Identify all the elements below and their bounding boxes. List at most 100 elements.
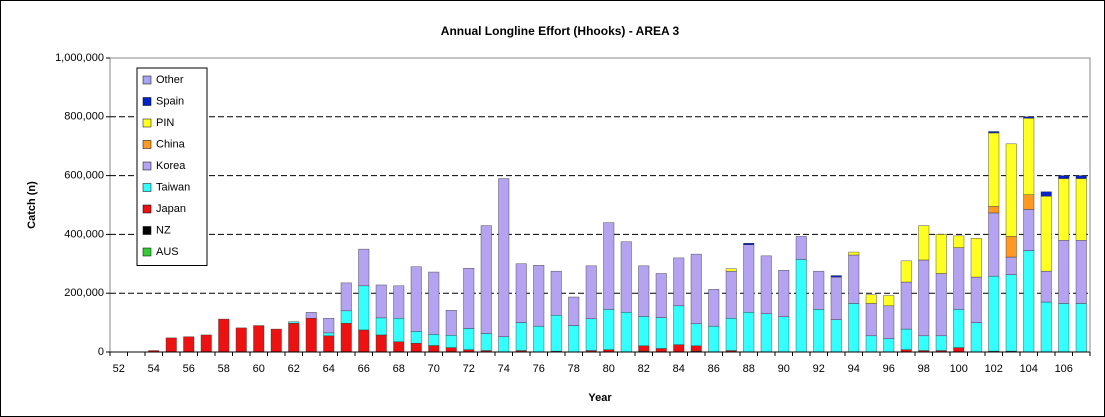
legend-swatch: [142, 226, 152, 235]
bar-segment: [1023, 118, 1035, 195]
bar-segment: [778, 316, 790, 353]
y-tick-label: 200,000: [64, 287, 104, 299]
bar-segment: [288, 321, 300, 324]
bar-segment: [988, 275, 1000, 352]
x-tick-label: 102: [985, 363, 1003, 375]
bar-segment: [1058, 303, 1070, 353]
x-tick-label: 62: [288, 363, 300, 375]
x-tick-label: 70: [428, 363, 440, 375]
bar-segment: [848, 251, 860, 256]
bar-segment: [358, 248, 370, 287]
bar-segment: [218, 318, 230, 353]
bar-segment: [725, 317, 737, 351]
legend-label: Korea: [156, 160, 186, 172]
bar-segment: [638, 316, 650, 347]
bar-segment: [515, 322, 527, 351]
bar-segment: [1075, 240, 1087, 304]
x-tick-label: 104: [1020, 363, 1038, 375]
x-tick-label: 100: [950, 363, 968, 375]
bar-segment: [1005, 236, 1017, 258]
x-tick-label: 74: [498, 363, 510, 375]
bar-segment: [568, 296, 580, 326]
bar-segment: [708, 289, 720, 327]
bar-segment: [550, 315, 562, 352]
bar-segment: [988, 132, 1000, 207]
bar-segment: [1075, 175, 1087, 179]
x-tick-label: 56: [183, 363, 195, 375]
bar-segment: [445, 335, 457, 348]
bar-segment: [918, 335, 930, 351]
x-tick-label: 60: [253, 363, 265, 375]
legend-swatch: [142, 183, 152, 192]
bar-segment: [1058, 240, 1070, 304]
bar-segment: [323, 332, 335, 337]
legend-label: AUS: [156, 246, 179, 258]
bar-segment: [1023, 116, 1035, 119]
bar-segment: [323, 317, 335, 334]
bar-segment: [393, 285, 405, 319]
bar-segment: [900, 260, 912, 283]
x-tick-label: 86: [708, 363, 720, 375]
bar-segment: [935, 234, 947, 274]
bar-segment: [1040, 191, 1052, 197]
bar-segment: [673, 257, 685, 307]
bar-segment: [375, 317, 387, 336]
legend-swatch: [142, 97, 152, 106]
legend-label: Taiwan: [156, 181, 190, 193]
y-tick-label: 800,000: [64, 111, 104, 123]
bar-segment: [480, 333, 492, 351]
bar-segment: [410, 266, 422, 332]
x-tick-label: 88: [743, 363, 755, 375]
bar-segment: [428, 345, 440, 353]
bar-segment: [743, 312, 755, 353]
bar-segment: [305, 312, 317, 319]
bar-segment: [428, 271, 440, 335]
bar-segment: [498, 178, 510, 337]
bar-segment: [410, 342, 422, 353]
bar-segment: [620, 241, 632, 313]
bar-segment: [375, 284, 387, 319]
bar-segment: [358, 285, 370, 331]
x-tick-label: 66: [358, 363, 370, 375]
bar-segment: [603, 222, 615, 310]
x-axis-label: Year: [588, 392, 612, 404]
y-tick-label: 0: [98, 346, 104, 358]
bar-segment: [830, 276, 842, 320]
bar-segment: [690, 323, 702, 347]
bar-segment: [585, 318, 597, 351]
bar-segment: [463, 328, 475, 350]
x-tick-label: 90: [778, 363, 790, 375]
bar-segment: [550, 270, 562, 316]
bar-segment: [988, 206, 1000, 214]
bar-segment: [1023, 194, 1035, 210]
bar-segment: [603, 309, 615, 350]
x-tick-label: 64: [323, 363, 335, 375]
bar-segment: [673, 344, 685, 353]
bar-segment: [340, 310, 352, 324]
x-tick-label: 54: [148, 363, 160, 375]
legend-swatch: [142, 247, 152, 257]
bar-segment: [795, 236, 807, 260]
bar-segment: [848, 303, 860, 353]
bar-segment: [305, 317, 317, 353]
bar-segment: [953, 247, 965, 310]
bar-segment: [1075, 303, 1087, 353]
bar-segment: [340, 282, 352, 312]
bar-segment: [288, 322, 300, 353]
bar-segment: [953, 309, 965, 348]
bar-segment: [1040, 301, 1052, 353]
bar-segment: [883, 305, 895, 339]
bar-segment: [1005, 274, 1017, 352]
x-tick-label: 58: [218, 363, 230, 375]
bar-segment: [533, 265, 545, 327]
y-tick-label: 600,000: [64, 170, 104, 182]
x-tick-label: 94: [848, 363, 860, 375]
x-tick-label: 106: [1055, 363, 1073, 375]
legend-swatch: [142, 118, 152, 128]
bar-segment: [865, 294, 877, 304]
x-tick-label: 84: [673, 363, 685, 375]
bar-segment: [900, 281, 912, 330]
bar-segment: [970, 276, 982, 323]
bar-segment: [690, 253, 702, 324]
